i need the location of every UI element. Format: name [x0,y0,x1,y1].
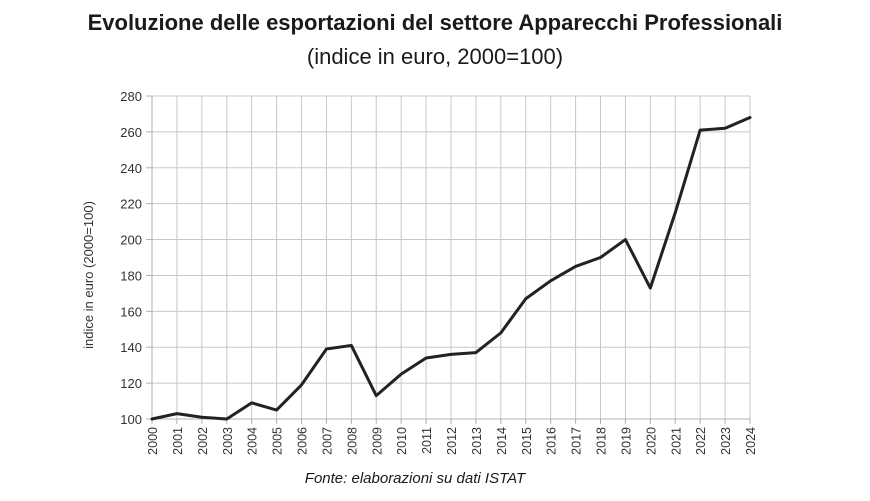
x-tick-label: 2007 [320,427,334,455]
y-tick-labels: 100 120 140 160 180 200 220 240 260 280 [120,89,142,427]
data-point [624,238,627,241]
data-point [150,417,154,421]
data-point [574,265,577,268]
y-tick-label: 140 [120,340,142,355]
x-tick-label: 2015 [520,427,534,455]
x-tick-label: 2017 [570,427,584,455]
data-point [200,416,204,419]
x-tick-label: 2010 [395,427,409,455]
data-point [674,211,677,214]
x-tick-label: 2024 [744,427,758,455]
x-tick-label: 2020 [644,427,658,455]
y-tick-label: 100 [120,412,142,427]
x-tick-label: 2009 [370,427,384,455]
x-tick-label: 2008 [345,427,359,455]
data-point [499,331,503,335]
x-tick-label: 2023 [719,427,733,455]
x-tick-label: 2002 [196,427,210,455]
x-tick-label: 2003 [221,427,235,455]
y-tick-label: 220 [120,197,142,212]
data-point [350,344,353,347]
x-tick-label: 2019 [619,427,633,455]
data-point [449,353,453,356]
data-point [748,116,752,119]
y-tick-label: 160 [120,304,142,319]
data-point [723,127,727,130]
y-tick-label: 280 [120,89,142,104]
data-point [424,356,428,360]
x-tick-label: 2004 [246,427,260,455]
data-point [275,408,278,412]
y-axis-label: indice in euro (2000=100) [81,201,96,349]
data-point [175,412,179,415]
y-tick-label: 240 [120,161,142,176]
y-tick-label: 120 [120,376,142,391]
x-tick-label: 2006 [296,427,310,455]
source-note: Fonte: elaborazioni su dati ISTAT [304,470,526,487]
x-tick-label: 2016 [545,427,559,455]
x-tick-label: 2021 [669,427,683,455]
x-tick-label: 2001 [171,427,185,455]
x-tick-label: 2022 [694,427,708,455]
data-point [300,383,303,387]
data-point [599,256,602,259]
data-point [325,347,328,351]
data-point [474,351,478,354]
x-tick-label: 2013 [470,427,484,455]
data-point [225,417,228,421]
x-tick-label: 2014 [495,427,509,455]
x-tick-label: 2012 [445,427,459,455]
data-point [250,401,253,405]
data-point [649,286,652,290]
chart-title: Evoluzione delle esportazioni del settor… [87,10,783,35]
data-point [698,128,702,132]
data-point [375,394,378,397]
series [150,116,752,421]
chart-subtitle: (indice in euro, 2000=100) [306,44,564,69]
data-point [524,297,527,300]
x-tick-label: 2005 [271,427,285,455]
x-tick-labels: 2000 2001 2002 2003 2004 2005 2006 2007 2008 2009… [146,427,758,455]
data-point [399,372,403,376]
y-tick-label: 200 [120,233,142,248]
x-tick-label: 2018 [595,427,609,455]
y-tick-label: 180 [120,268,142,283]
data-point [549,279,552,283]
x-tick-label: 2000 [146,427,160,455]
y-tick-label: 260 [120,125,142,140]
gridlines [151,95,751,420]
axes [146,95,751,424]
x-tick-label: 2011 [420,427,434,454]
